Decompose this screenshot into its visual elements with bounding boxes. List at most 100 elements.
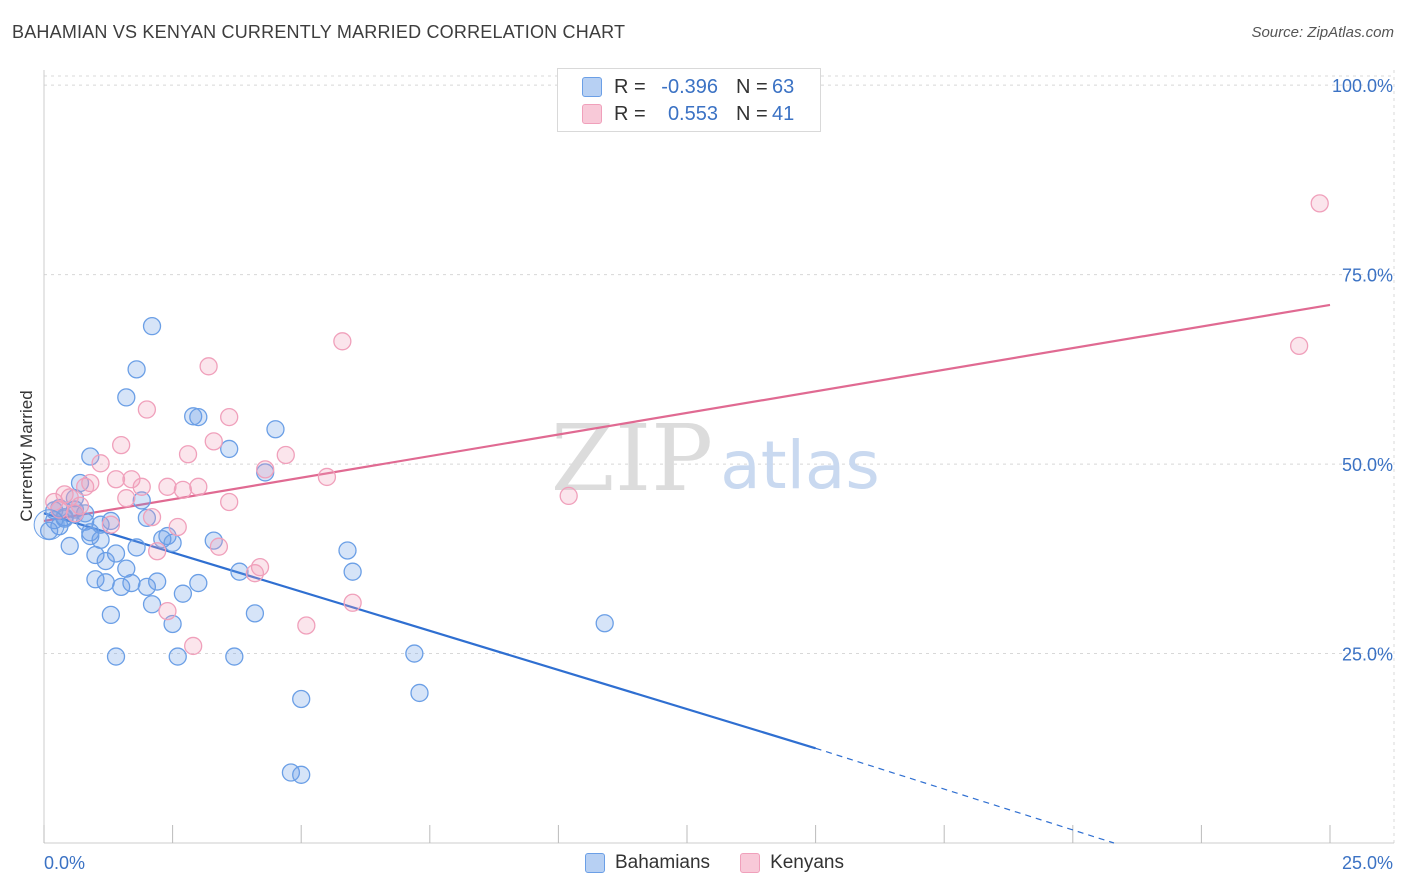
watermark: ZIP atlas	[551, 405, 880, 512]
bahamians-point	[142, 317, 162, 336]
bahamians-point	[106, 544, 126, 563]
kenyans-point	[70, 496, 90, 515]
bahamians-point	[91, 530, 110, 550]
bahamians-point	[96, 573, 115, 592]
kenyans-point	[173, 480, 193, 499]
bahamians-point	[189, 407, 208, 427]
kenyans-point	[137, 400, 157, 419]
y-tick-label: 75.0%	[1342, 266, 1393, 286]
kenyans-point	[91, 454, 110, 473]
bahamians-point	[148, 572, 167, 591]
bahamians-point	[142, 595, 162, 614]
trend-lines	[43, 303, 1331, 844]
y-tick-label: 100.0%	[1332, 76, 1393, 96]
kenyans-point	[199, 357, 218, 376]
chart-title: BAHAMIAN VS KENYAN CURRENTLY MARRIED COR…	[12, 22, 626, 42]
kenyans-point	[1289, 336, 1309, 356]
bahamians-point	[81, 526, 100, 546]
bahamians-point	[137, 508, 157, 528]
r-label: R =	[614, 102, 646, 125]
bahamians-point	[338, 541, 357, 560]
bahamians-point	[410, 683, 429, 703]
kenyans-point	[317, 467, 337, 487]
kenyans-point	[559, 486, 578, 506]
bahamians-point	[230, 562, 249, 581]
kenyans-point	[276, 445, 295, 465]
bahamians-point	[101, 605, 121, 625]
kenyans-point	[117, 489, 136, 508]
kenyans-legend-swatch	[740, 853, 761, 873]
kenyans-point	[343, 593, 362, 612]
legend-item-kenyans[interactable]: Kenyans	[740, 852, 844, 874]
bahamians-point	[292, 765, 311, 784]
kenyans-point	[297, 616, 316, 635]
bahamians-point	[173, 584, 193, 603]
legend-item-bahamians[interactable]: Bahamians	[585, 852, 710, 874]
bahamians-point	[33, 509, 65, 541]
n-label: N =	[736, 75, 768, 98]
kenyans-point	[178, 445, 198, 464]
bahamians-point	[245, 604, 265, 623]
bahamians-point	[132, 491, 151, 510]
kenyans-point	[101, 515, 121, 534]
series-legend: Bahamians Kenyans	[585, 852, 874, 874]
kenyans-point	[106, 470, 126, 489]
kenyans-r-value: 0.553	[667, 102, 718, 125]
bahamians-trend-line	[43, 512, 816, 750]
bahamians-point	[96, 551, 115, 571]
bahamians-n-value: 63	[772, 75, 795, 98]
kenyans-point	[184, 636, 203, 656]
axes	[43, 70, 1394, 844]
kenyans-point	[250, 557, 270, 577]
bahamians-point	[189, 573, 208, 593]
source-credit: Source: ZipAtlas.com	[1251, 24, 1394, 41]
x-tick-label-start: 0.0%	[44, 853, 85, 873]
bahamians-point	[184, 407, 203, 426]
gridlines	[44, 70, 1395, 843]
data-points	[33, 194, 1329, 784]
bahamians-point	[220, 439, 239, 459]
bahamians-point	[112, 577, 131, 596]
kenyans-point	[220, 492, 239, 512]
kenyans-point	[158, 477, 177, 496]
bahamians-legend-label: Bahamians	[615, 852, 711, 873]
kenyans-swatch	[582, 104, 602, 124]
kenyans-point	[132, 477, 151, 496]
bahamians-point	[117, 388, 136, 407]
bahamians-point	[163, 533, 182, 553]
bahamians-point	[266, 420, 285, 439]
stats-legend: R = -0.396 N = 63 R = 0.553 N = 41	[557, 68, 821, 132]
kenyans-point	[168, 517, 187, 537]
kenyans-point	[256, 460, 275, 479]
kenyans-point	[220, 407, 239, 427]
kenyans-point	[204, 432, 223, 451]
kenyans-n-value: 41	[772, 102, 795, 125]
bahamians-point	[117, 559, 136, 578]
kenyans-point	[333, 332, 352, 351]
bahamians-point	[60, 536, 79, 556]
kenyans-point	[112, 435, 131, 455]
bahamians-r-value: -0.396	[661, 75, 718, 98]
watermark-atlas: atlas	[720, 427, 880, 504]
kenyans-point	[142, 507, 162, 527]
y-tick-label: 25.0%	[1342, 645, 1393, 665]
kenyans-point	[209, 537, 229, 556]
bahamians-point	[127, 538, 146, 557]
bahamians-point	[595, 614, 614, 633]
kenyans-point	[158, 601, 177, 621]
bahamians-point	[343, 562, 362, 581]
bahamians-point	[405, 644, 424, 663]
legend-row-kenyans: R = 0.553 N = 41	[582, 102, 794, 126]
bahamians-point	[45, 511, 64, 530]
bahamians-point	[81, 447, 100, 466]
bahamians-point	[122, 573, 141, 593]
bahamians-point	[106, 647, 126, 666]
bahamians-point	[91, 515, 110, 534]
n-label: N =	[736, 102, 768, 125]
bahamians-swatch	[582, 77, 602, 97]
kenyans-point	[81, 473, 100, 493]
bahamians-trend-extension	[815, 747, 1115, 844]
bahamians-point	[168, 647, 187, 666]
kenyans-trend-line	[43, 303, 1331, 523]
